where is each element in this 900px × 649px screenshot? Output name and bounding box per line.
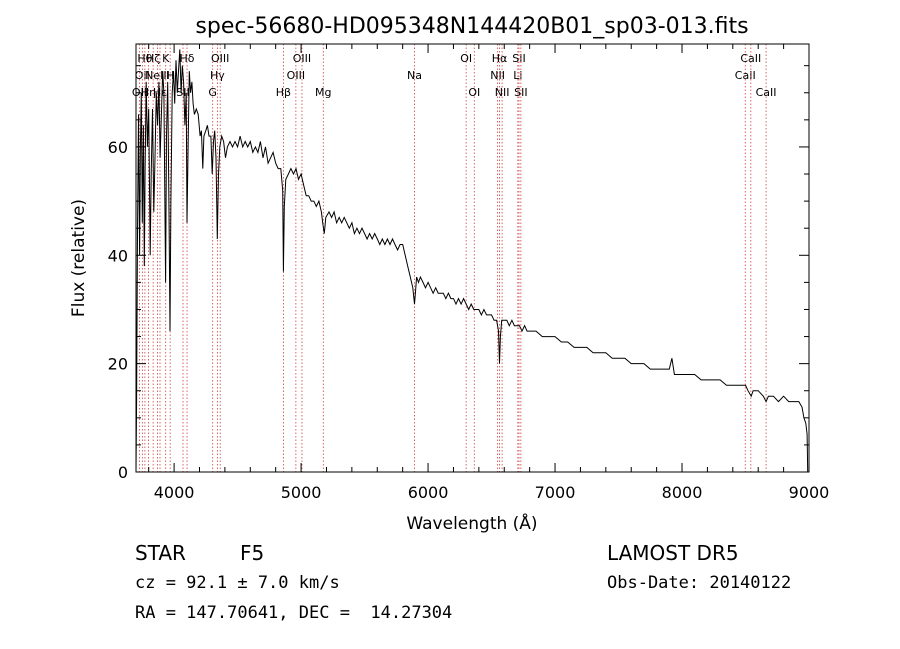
spectral-line-label: Mg <box>315 86 331 99</box>
spectral-line-label: OII <box>135 69 150 82</box>
spectral-line-label: NeIII <box>145 69 170 82</box>
spectral-line-label: OIII <box>293 52 311 65</box>
redshift-velocity: cz = 92.1 ± 7.0 km/s <box>135 573 340 593</box>
spectral-line-label: OI <box>468 86 480 99</box>
spectral-line-label: SII <box>176 86 189 99</box>
y-tick-label: 20 <box>108 355 128 374</box>
spectral-line-label: CaII <box>740 52 761 65</box>
spectral-line-label: K <box>162 52 170 65</box>
spectral-line-label: OIII <box>287 69 305 82</box>
x-tick-label: 4000 <box>154 483 195 502</box>
spectral-line-label: NII <box>490 69 505 82</box>
spectral-line-markers: OIIOIIHθHηHζNeIIIHεKHSIIHδGHγOIIIHβOIIIO… <box>132 44 777 472</box>
x-tick-label: 8000 <box>662 483 703 502</box>
spectral-line-label: OI <box>460 52 472 65</box>
spectral-line-label: Hβ <box>276 86 291 99</box>
spectral-line-label: CaII <box>756 86 777 99</box>
spectral-line-label: Hη <box>141 86 156 99</box>
spectral-line-label: Li <box>513 69 522 82</box>
x-tick-label: 9000 <box>789 483 830 502</box>
spectral-line-label: NII <box>495 86 510 99</box>
y-tick-label: 0 <box>118 463 128 482</box>
spectrum-series <box>135 49 809 473</box>
x-axis-label: Wavelength (Å) <box>406 512 537 534</box>
object-class: STAR <box>135 541 186 565</box>
spectral-line-label: OIII <box>211 52 229 65</box>
survey-name: LAMOST DR5 <box>607 541 739 565</box>
spectral-line-label: G <box>208 86 217 99</box>
spectral-line-label: CaII <box>735 69 756 82</box>
spectral-line-label: Hγ <box>210 69 225 82</box>
spectral-line-label: Hα <box>492 52 508 65</box>
sky-coordinates: RA = 147.70641, DEC = 14.27304 <box>135 603 453 623</box>
spectral-line-label: Na <box>407 69 422 82</box>
spectral-line-label: SII <box>512 52 525 65</box>
object-subclass: F5 <box>240 541 265 565</box>
y-tick-label: 60 <box>108 138 128 157</box>
x-tick-label: 7000 <box>535 483 576 502</box>
y-tick-label: 40 <box>108 246 128 265</box>
spectral-line-label: SII <box>514 86 527 99</box>
spectral-line-label: Hε <box>153 86 167 99</box>
spectral-line-label: H <box>166 69 174 82</box>
spectral-line-label: Hζ <box>146 52 160 65</box>
y-axis-label: Flux (relative) <box>69 199 89 317</box>
x-tick-label: 6000 <box>408 483 449 502</box>
spectral-line-label: Hδ <box>180 52 195 65</box>
x-tick-label: 5000 <box>281 483 322 502</box>
axis-ticks: 4000 5000 6000 7000 8000 9000 0 20 40 60 <box>108 44 830 502</box>
observation-date: Obs-Date: 20140122 <box>607 573 792 593</box>
plot-frame <box>135 43 810 473</box>
chart-title: spec-56680-HD095348N144420B01_sp03-013.f… <box>195 14 748 39</box>
